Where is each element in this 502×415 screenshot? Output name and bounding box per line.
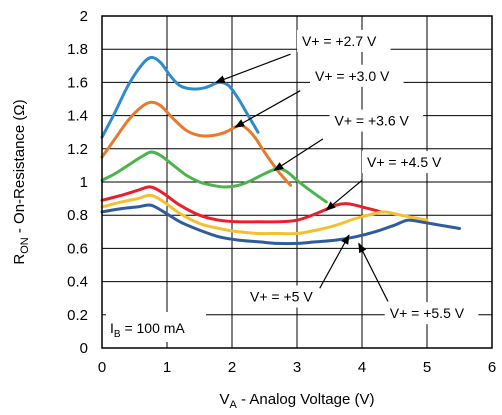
annotation-label: V+ = +3.0 V <box>315 68 390 84</box>
annotation-label: V+ = +5.5 V <box>390 305 465 321</box>
annotation-arrow <box>325 179 363 211</box>
annotation-label-box <box>297 29 391 52</box>
x-tick-label: 1 <box>163 359 171 376</box>
annotation-label-box <box>329 109 424 132</box>
series-line-2-7v <box>100 55 260 139</box>
y-tick-label: 0.4 <box>67 274 88 291</box>
tick-labels: 0 1 2 3 4 5 6 0 0.2 0.4 0.6 0.8 1 1.2 1.4 1.6 1.8 2 <box>67 8 496 376</box>
series-line-4-5v <box>100 185 383 224</box>
annotations: V+ = +2.7 V V+ = +3.0 V V+ = +3.6 V V+ = +4… <box>214 29 479 325</box>
x-tick-label: 4 <box>358 359 366 376</box>
annotation-label: V+ = +2.7 V <box>302 33 377 49</box>
y-tick-label: 1.6 <box>67 74 88 91</box>
series-line-3-6v <box>100 150 328 204</box>
x-tick-label: 6 <box>488 359 496 376</box>
series-lines <box>100 55 461 246</box>
note-box <box>106 312 206 342</box>
annotation-label: V+ = +4.5 V <box>367 154 442 170</box>
y-tick-label: 1 <box>80 174 88 191</box>
y-tick-label: 1.8 <box>67 41 88 58</box>
y-tick-label: 1.2 <box>67 141 88 158</box>
x-tick-label: 5 <box>423 359 431 376</box>
y-tick-label: 1.4 <box>67 108 88 125</box>
y-tick-label: 0.8 <box>67 207 88 224</box>
annotation-arrow <box>273 138 324 171</box>
annotation-label-box <box>384 302 479 325</box>
test-condition-note: IB = 100 mA <box>110 320 185 340</box>
x-tick-label: 3 <box>293 359 301 376</box>
annotation-label: V+ = +3.6 V <box>335 113 410 129</box>
series-line-5v <box>100 193 429 236</box>
y-axis-title: RON - On-Resistance (Ω) <box>11 99 31 264</box>
x-tick-label: 2 <box>228 359 236 376</box>
series-line-3-0v <box>100 100 292 187</box>
x-axis-title: VA - Analog Voltage (V) <box>220 391 375 411</box>
annotation-arrow <box>319 234 350 289</box>
annotation-label: V+ = +5 V <box>250 289 313 305</box>
annotation-arrow <box>214 53 291 83</box>
annotation-arrow <box>358 242 389 302</box>
annotation-label-box <box>362 151 456 174</box>
x-tick-label: 0 <box>98 359 106 376</box>
annotation-label-box <box>245 285 324 308</box>
annotation-label-box <box>310 64 404 87</box>
y-tick-label: 0.6 <box>67 240 88 257</box>
y-tick-label: 0.2 <box>67 307 88 324</box>
y-tick-label: 0 <box>80 340 88 357</box>
y-tick-label: 2 <box>80 8 88 25</box>
series-line-5-5v <box>100 203 461 246</box>
annotation-arrow <box>234 90 301 128</box>
plot-frame <box>101 15 493 349</box>
